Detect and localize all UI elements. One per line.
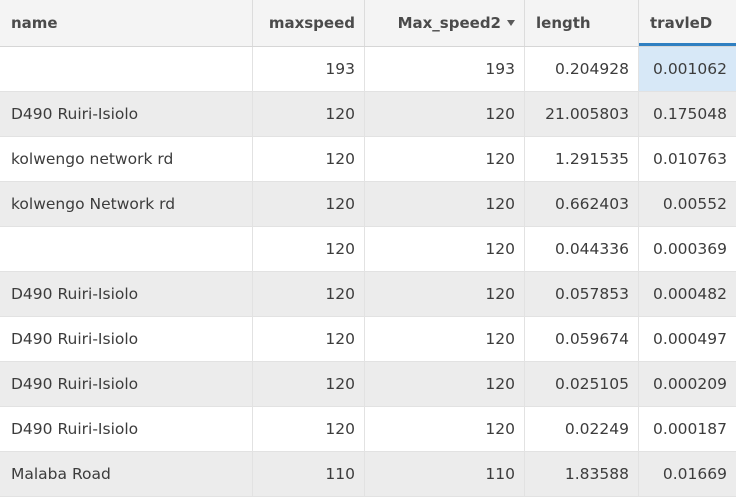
table-row[interactable]: 193 193 0.204928 0.001062 — [0, 47, 736, 92]
cell-maxspeed[interactable]: 120 — [253, 182, 365, 226]
cell-name[interactable]: D490 Ruiri-Isiolo — [0, 92, 253, 136]
cell-name[interactable]: Malaba Road — [0, 452, 253, 496]
cell-max-speed2[interactable]: 120 — [365, 272, 525, 316]
cell-maxspeed[interactable]: 120 — [253, 317, 365, 361]
cell-length[interactable]: 1.83588 — [525, 452, 639, 496]
cell-length[interactable]: 0.204928 — [525, 47, 639, 91]
cell-length[interactable]: 0.02249 — [525, 407, 639, 451]
cell-max-speed2[interactable]: 120 — [365, 407, 525, 451]
column-header-label: Max_speed2 — [397, 14, 501, 32]
column-header-label: name — [11, 14, 58, 32]
table-row[interactable]: kolwengo Network rd 120 120 0.662403 0.0… — [0, 182, 736, 227]
cell-name[interactable]: D490 Ruiri-Isiolo — [0, 272, 253, 316]
cell-travled-selected[interactable]: 0.001062 — [639, 47, 736, 91]
cell-max-speed2[interactable]: 120 — [365, 182, 525, 226]
column-header-label: length — [536, 14, 591, 32]
cell-travled[interactable]: 0.000187 — [653, 420, 727, 438]
column-header-travled[interactable]: travleD — [639, 0, 736, 46]
cell-maxspeed[interactable]: 193 — [253, 47, 365, 91]
cell-max-speed2[interactable]: 120 — [365, 317, 525, 361]
cell-travled[interactable]: 0.000369 — [653, 240, 727, 258]
column-header-max-speed2[interactable]: Max_speed2 — [365, 0, 525, 46]
cell-name[interactable] — [0, 227, 253, 271]
column-header-label: maxspeed — [268, 14, 355, 32]
cell-name[interactable]: D490 Ruiri-Isiolo — [0, 407, 253, 451]
cell-maxspeed[interactable]: 120 — [253, 137, 365, 181]
cell-travled[interactable]: 0.00552 — [662, 195, 727, 213]
cell-max-speed2[interactable]: 120 — [365, 137, 525, 181]
table-row[interactable]: D490 Ruiri-Isiolo 120 120 0.02249 0.0001… — [0, 407, 736, 452]
cell-name[interactable]: kolwengo Network rd — [0, 182, 253, 226]
cell-travled[interactable]: 0.010763 — [653, 150, 727, 168]
sort-descending-icon[interactable] — [507, 20, 515, 26]
cell-max-speed2[interactable]: 120 — [365, 362, 525, 406]
table-row[interactable]: D490 Ruiri-Isiolo 120 120 0.025105 0.000… — [0, 362, 736, 407]
cell-length[interactable]: 0.025105 — [525, 362, 639, 406]
table-row[interactable]: D490 Ruiri-Isiolo 120 120 0.057853 0.000… — [0, 272, 736, 317]
cell-travled[interactable]: 0.000209 — [653, 375, 727, 393]
table-row[interactable]: kolwengo network rd 120 120 1.291535 0.0… — [0, 137, 736, 182]
cell-travled[interactable]: 0.000497 — [653, 330, 727, 348]
cell-travled[interactable]: 0.175048 — [653, 105, 727, 123]
cell-travled[interactable]: 0.000482 — [653, 285, 727, 303]
column-header-label: travleD — [650, 14, 713, 32]
cell-travled[interactable]: 0.01669 — [662, 465, 727, 483]
cell-name[interactable] — [0, 47, 253, 91]
cell-max-speed2[interactable]: 110 — [365, 452, 525, 496]
cell-maxspeed[interactable]: 120 — [253, 227, 365, 271]
cell-maxspeed[interactable]: 120 — [253, 92, 365, 136]
column-header-maxspeed[interactable]: maxspeed — [253, 0, 365, 46]
cell-length[interactable]: 0.662403 — [525, 182, 639, 226]
table-row[interactable]: 120 120 0.044336 0.000369 — [0, 227, 736, 272]
cell-name[interactable]: D490 Ruiri-Isiolo — [0, 317, 253, 361]
cell-name[interactable]: kolwengo network rd — [0, 137, 253, 181]
cell-max-speed2[interactable]: 120 — [365, 92, 525, 136]
column-header-length[interactable]: length — [525, 0, 639, 46]
table-row[interactable]: Malaba Road 110 110 1.83588 0.01669 — [0, 452, 736, 497]
column-header-name[interactable]: name — [0, 0, 253, 46]
cell-length[interactable]: 1.291535 — [525, 137, 639, 181]
table-header: name maxspeed Max_speed2 length travleD — [0, 0, 736, 47]
table-row[interactable]: D490 Ruiri-Isiolo 120 120 0.059674 0.000… — [0, 317, 736, 362]
table-row[interactable]: D490 Ruiri-Isiolo 120 120 21.005803 0.17… — [0, 92, 736, 137]
cell-max-speed2[interactable]: 193 — [365, 47, 525, 91]
cell-name[interactable]: D490 Ruiri-Isiolo — [0, 362, 253, 406]
cell-maxspeed[interactable]: 120 — [253, 362, 365, 406]
cell-length[interactable]: 0.057853 — [525, 272, 639, 316]
cell-maxspeed[interactable]: 120 — [253, 407, 365, 451]
cell-maxspeed[interactable]: 110 — [253, 452, 365, 496]
cell-length[interactable]: 0.044336 — [525, 227, 639, 271]
cell-length[interactable]: 21.005803 — [525, 92, 639, 136]
cell-length[interactable]: 0.059674 — [525, 317, 639, 361]
cell-maxspeed[interactable]: 120 — [253, 272, 365, 316]
cell-max-speed2[interactable]: 120 — [365, 227, 525, 271]
